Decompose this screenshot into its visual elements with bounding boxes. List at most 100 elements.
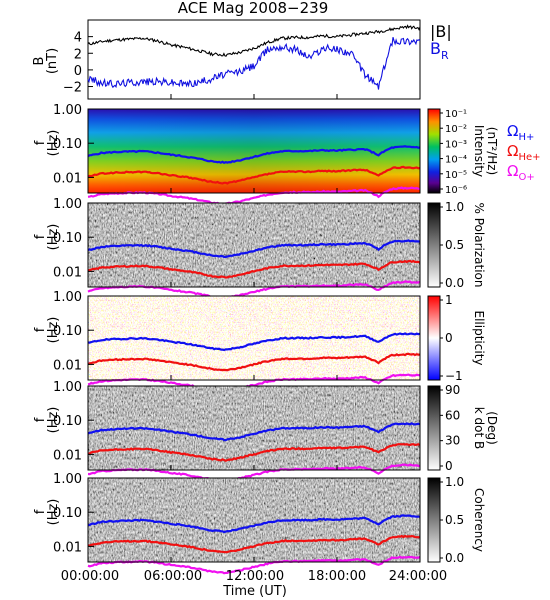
legend-br-sub: R — [441, 49, 449, 62]
colorbar — [427, 385, 441, 471]
spectral-panels: 1.000.100.01f(Hz)10⁻¹10⁻²10⁻³10⁻⁴10⁻⁵10⁻… — [33, 103, 541, 575]
freq-ylabel-line2: (Hz) — [46, 499, 61, 526]
freq-tick-label: 0.10 — [53, 506, 82, 521]
series-br-line — [87, 37, 421, 90]
legend-omega-h-sub: H+ — [518, 132, 534, 143]
b-lines — [87, 24, 421, 99]
freq-tick-label: 0.10 — [53, 231, 82, 246]
colorbar-tick-label: 1 — [445, 293, 453, 307]
freq-tick-label: 0.01 — [53, 540, 82, 555]
colorbar-tick-label: 10⁻³ — [445, 139, 467, 150]
colorbar-tick-label: 10⁻¹ — [445, 109, 467, 120]
freq-tick-label: 1.00 — [53, 290, 82, 305]
colorbar-tick-label: 10⁻⁵ — [445, 170, 467, 181]
b-y-tick-label: 0 — [74, 64, 82, 79]
legend-omega-o: ΩO+ — [507, 162, 535, 183]
freq-tick-label: 1.00 — [53, 197, 82, 212]
colorbar-label-line1: k dot B — [472, 407, 486, 449]
freq-tick-label: 1.00 — [53, 103, 82, 118]
colorbar-label-line1: Intensity — [472, 125, 486, 177]
omega-he-line — [87, 352, 420, 372]
x-tick-label-0: 00:00:00 — [61, 569, 119, 584]
freq-tick-label: 0.01 — [53, 358, 82, 373]
b-y-tick-label: −2 — [63, 81, 82, 96]
colorbar-tick-label: 0 — [445, 331, 453, 345]
b-ylabel-line1: B — [32, 57, 47, 66]
freq-tick-label: 0.10 — [53, 137, 82, 152]
x-tick-label-2: 12:00:00 — [226, 569, 284, 584]
b-y-tick-label: 4 — [74, 31, 82, 46]
spectral-panel-ellipticity: 1.00 0.10 0.01 f(Hz) 1 0 −1 Ellipticity — [33, 290, 486, 393]
freq-tick-label: 0.10 — [53, 324, 82, 339]
colorbar-tick-label: 90 — [445, 383, 460, 397]
spectral-panel-polarization: 1.00 0.10 0.01 f(Hz) 1.0 0.5 0.0 % Polarization — [33, 197, 486, 300]
freq-tick-label: 0.01 — [53, 265, 82, 280]
freq-ylabel-line2: (Hz) — [46, 317, 61, 344]
freq-tick-label: 0.01 — [53, 448, 82, 463]
omega-he-line — [87, 165, 421, 185]
freq-tick-label: 0.10 — [53, 414, 82, 429]
b-ylabel-line2: (nT) — [45, 48, 60, 74]
legend-omega-he-base: Ω — [507, 142, 518, 160]
legend-omega-o-base: Ω — [507, 162, 518, 180]
x-axis: 00:00:00 06:00:00 12:00:00 18:00:00 24:0… — [61, 569, 447, 599]
omega-he-line — [87, 259, 421, 279]
omega-he-line — [87, 534, 421, 554]
colorbar-tick-label: 10⁻² — [445, 124, 467, 135]
freq-ylabel-line2: (Hz) — [46, 130, 61, 157]
spectral-panel-kdotb: 1.00 0.10 0.01 f(Hz) 90 60 30 0 k dot B (Deg) — [33, 380, 499, 483]
colorbar-label-line1: Coherency — [472, 488, 486, 552]
legend-br: BR — [430, 39, 449, 62]
x-axis-label: Time (UT) — [222, 584, 287, 599]
chart-title: ACE Mag 2008−239 — [178, 0, 329, 17]
legend-omega-he-sub: He+ — [518, 152, 540, 163]
freq-ylabel-line1: f — [33, 140, 48, 145]
legend-btotal: |B| — [430, 22, 452, 41]
colorbar-tick-label: −1 — [445, 369, 463, 383]
legend-omega-h: ΩH+ — [507, 122, 534, 143]
colorbar-tick-label: 0.0 — [445, 276, 464, 290]
series-btotal-line — [87, 24, 421, 57]
x-tick-label-4: 24:00:00 — [389, 569, 447, 584]
legend-omega-o-sub: O+ — [518, 172, 534, 183]
colorbar-label-line2: (nT²/Hz) — [485, 127, 499, 175]
x-tick-label-3: 18:00:00 — [308, 569, 366, 584]
colorbar-label-line1: % Polarization — [472, 203, 486, 288]
omega-h-line — [87, 239, 421, 258]
spectral-panel-intensity: 1.00 0.10 0.01 f(Hz) 10⁻¹ 10⁻² 10⁻³ 10⁻⁴ 10⁻⁵ 10⁻… — [33, 103, 541, 206]
omega-h-line — [87, 514, 420, 534]
colorbar-tick-label: 1.0 — [445, 200, 464, 214]
colorbar-tick-label: 30 — [445, 434, 460, 448]
freq-ylabel-line2: (Hz) — [46, 224, 61, 251]
freq-tick-label: 0.01 — [53, 171, 82, 186]
freq-tick-label: 1.00 — [53, 472, 82, 487]
x-tick-label-1: 06:00:00 — [144, 569, 202, 584]
colorbar-tick-label: 0 — [445, 459, 453, 473]
legend-br-base: B — [430, 39, 441, 58]
freq-ylabel-line1: f — [33, 417, 48, 422]
colorbar-tick-label: 60 — [445, 408, 460, 422]
colorbar-tick-label: 0.5 — [445, 513, 464, 527]
colorbar — [427, 202, 441, 288]
b-panel: 420−2 B (nT) |B| BR — [32, 19, 452, 100]
colorbar-label-line2: (Deg) — [485, 411, 499, 445]
omega-h-line — [87, 422, 421, 442]
omega-he-line — [87, 443, 421, 462]
freq-ylabel-line1: f — [33, 509, 48, 514]
colorbar — [427, 108, 441, 194]
colorbar-label-line1: Ellipticity — [472, 311, 486, 366]
colorbar-tick-label: 10⁻⁶ — [445, 185, 467, 196]
freq-ylabel-line1: f — [33, 327, 48, 332]
b-panel-frame — [87, 19, 421, 100]
colorbar-tick-label: 0.0 — [445, 551, 464, 565]
colorbar — [427, 477, 441, 563]
b-y-tick-label: 2 — [74, 47, 82, 62]
colorbar-tick-label: 0.5 — [445, 238, 464, 252]
omega-h-line — [87, 332, 421, 352]
freq-tick-label: 1.00 — [53, 380, 82, 395]
colorbar-tick-label: 10⁻⁴ — [445, 155, 467, 166]
omega-h-line — [87, 145, 421, 165]
legend-omega-he: ΩHe+ — [507, 142, 541, 163]
legend-omega-h-base: Ω — [507, 122, 518, 140]
